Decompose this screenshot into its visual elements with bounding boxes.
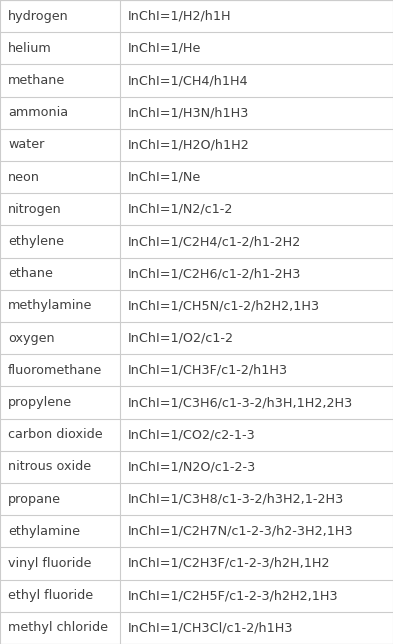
Text: InChI=1/H3N/h1H3: InChI=1/H3N/h1H3 (128, 106, 249, 119)
Text: neon: neon (8, 171, 40, 184)
Text: ethylene: ethylene (8, 235, 64, 248)
Text: ethylamine: ethylamine (8, 525, 80, 538)
Text: InChI=1/N2O/c1-2-3: InChI=1/N2O/c1-2-3 (128, 460, 256, 473)
Text: InChI=1/C2H7N/c1-2-3/h2-3H2,1H3: InChI=1/C2H7N/c1-2-3/h2-3H2,1H3 (128, 525, 353, 538)
Text: propylene: propylene (8, 396, 72, 409)
Text: carbon dioxide: carbon dioxide (8, 428, 103, 441)
Text: fluoromethane: fluoromethane (8, 364, 102, 377)
Text: methyl chloride: methyl chloride (8, 621, 108, 634)
Text: InChI=1/N2/c1-2: InChI=1/N2/c1-2 (128, 203, 233, 216)
Text: nitrogen: nitrogen (8, 203, 62, 216)
Text: nitrous oxide: nitrous oxide (8, 460, 91, 473)
Text: InChI=1/C2H3F/c1-2-3/h2H,1H2: InChI=1/C2H3F/c1-2-3/h2H,1H2 (128, 557, 331, 570)
Text: vinyl fluoride: vinyl fluoride (8, 557, 92, 570)
Text: InChI=1/CH5N/c1-2/h2H2,1H3: InChI=1/CH5N/c1-2/h2H2,1H3 (128, 299, 320, 312)
Text: InChI=1/CH4/h1H4: InChI=1/CH4/h1H4 (128, 74, 248, 87)
Text: InChI=1/Ne: InChI=1/Ne (128, 171, 201, 184)
Text: oxygen: oxygen (8, 332, 55, 345)
Text: InChI=1/C3H8/c1-3-2/h3H2,1-2H3: InChI=1/C3H8/c1-3-2/h3H2,1-2H3 (128, 493, 344, 506)
Text: InChI=1/C2H5F/c1-2-3/h2H2,1H3: InChI=1/C2H5F/c1-2-3/h2H2,1H3 (128, 589, 338, 602)
Text: InChI=1/H2O/h1H2: InChI=1/H2O/h1H2 (128, 138, 250, 151)
Text: ammonia: ammonia (8, 106, 68, 119)
Text: InChI=1/C2H6/c1-2/h1-2H3: InChI=1/C2H6/c1-2/h1-2H3 (128, 267, 301, 280)
Text: hydrogen: hydrogen (8, 10, 69, 23)
Text: InChI=1/CO2/c2-1-3: InChI=1/CO2/c2-1-3 (128, 428, 255, 441)
Text: InChI=1/H2/h1H: InChI=1/H2/h1H (128, 10, 231, 23)
Text: methane: methane (8, 74, 65, 87)
Text: InChI=1/C3H6/c1-3-2/h3H,1H2,2H3: InChI=1/C3H6/c1-3-2/h3H,1H2,2H3 (128, 396, 353, 409)
Text: InChI=1/He: InChI=1/He (128, 42, 201, 55)
Text: water: water (8, 138, 44, 151)
Text: InChI=1/O2/c1-2: InChI=1/O2/c1-2 (128, 332, 234, 345)
Text: propane: propane (8, 493, 61, 506)
Text: methylamine: methylamine (8, 299, 92, 312)
Text: ethane: ethane (8, 267, 53, 280)
Text: helium: helium (8, 42, 52, 55)
Text: ethyl fluoride: ethyl fluoride (8, 589, 93, 602)
Text: InChI=1/C2H4/c1-2/h1-2H2: InChI=1/C2H4/c1-2/h1-2H2 (128, 235, 301, 248)
Text: InChI=1/CH3F/c1-2/h1H3: InChI=1/CH3F/c1-2/h1H3 (128, 364, 288, 377)
Text: InChI=1/CH3Cl/c1-2/h1H3: InChI=1/CH3Cl/c1-2/h1H3 (128, 621, 293, 634)
